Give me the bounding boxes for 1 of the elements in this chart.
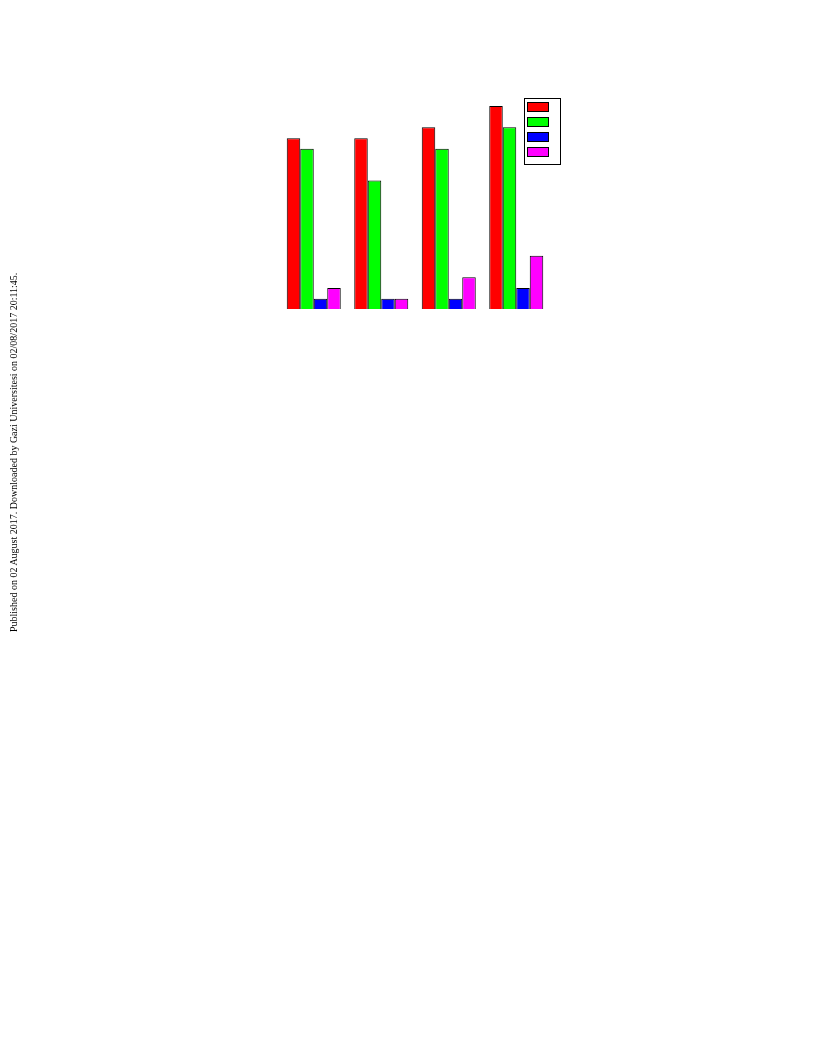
text: Published on 02 August 2017. Downloaded by Gazi Universitesi on 02/08/2017 20:11:45. bbox=[8, 272, 19, 632]
